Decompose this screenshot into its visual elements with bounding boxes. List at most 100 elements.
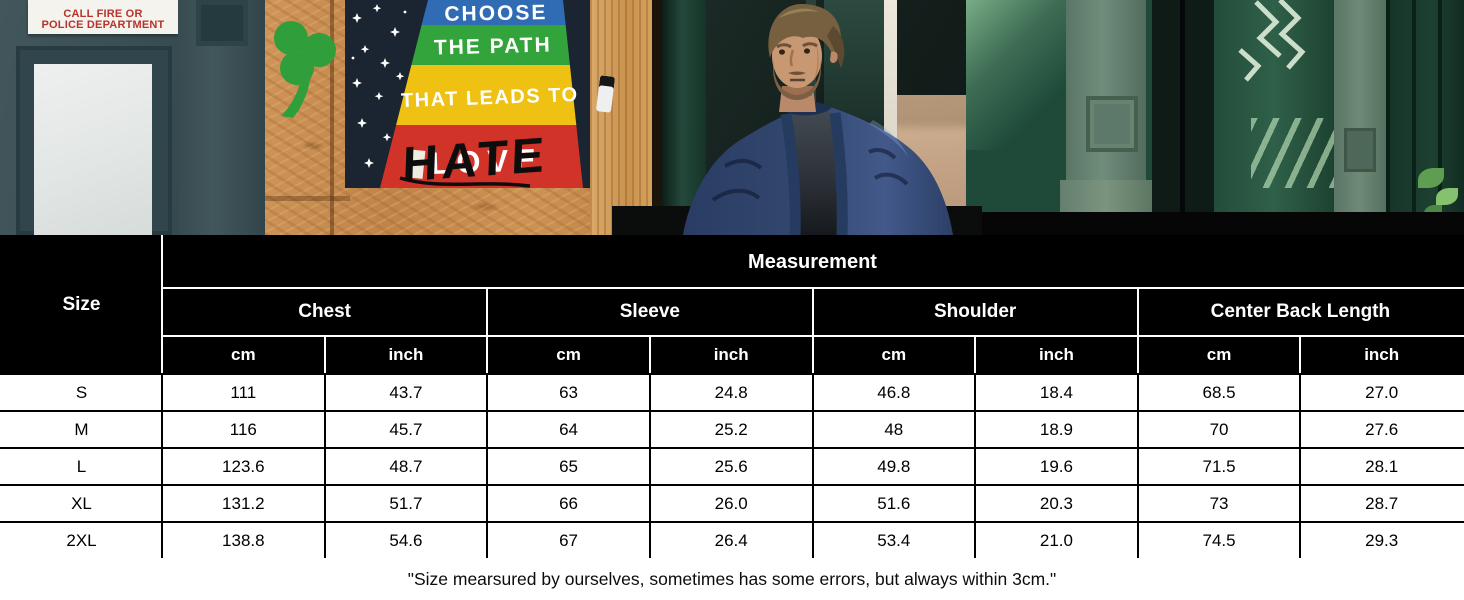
- plywood-seam: [265, 196, 350, 201]
- hair-highlight: [779, 8, 819, 18]
- table-row-m: M 116 45.7 64 25.2 48 18.9 70 27.6: [0, 410, 1464, 449]
- value-cell: 68.5: [1136, 373, 1302, 412]
- measurement-header: Measurement: [161, 235, 1464, 289]
- table-row-2xl: 2XL 138.8 54.6 67 26.4 53.4 21.0 74.5 29…: [0, 521, 1464, 560]
- value-cell: 54.6: [323, 521, 489, 560]
- plywood-beam: [590, 0, 660, 235]
- size-label: M: [0, 410, 163, 449]
- window-mullion: [1180, 0, 1185, 235]
- measurement-disclaimer: "Size mearsured by ourselves, sometimes …: [0, 558, 1464, 600]
- plywood-seam: [330, 0, 334, 235]
- value-cell: 48: [811, 410, 977, 449]
- diagonal-light-streaks: [1251, 118, 1334, 188]
- light-dapples: [1238, 0, 1306, 82]
- value-cell: 123.6: [161, 447, 326, 486]
- jacket-zipper-edge: [829, 112, 848, 235]
- unit-cm: cm: [161, 335, 326, 375]
- value-cell: 71.5: [1136, 447, 1302, 486]
- value-cell: 131.2: [161, 484, 326, 523]
- ear: [830, 51, 838, 63]
- size-label: 2XL: [0, 521, 163, 560]
- mural-graffiti-hate: HATE: [402, 128, 549, 188]
- value-cell: 18.4: [974, 373, 1139, 412]
- unit-inch: inch: [1299, 335, 1464, 375]
- value-cell: 28.7: [1299, 484, 1464, 523]
- stone-pilaster: [1334, 0, 1386, 235]
- size-label: XL: [0, 484, 163, 523]
- value-cell: 63: [486, 373, 651, 412]
- value-cell: 18.9: [974, 410, 1139, 449]
- mural-band-red: [380, 125, 583, 188]
- unit-inch: inch: [974, 335, 1139, 375]
- value-cell: 48.7: [323, 447, 489, 486]
- size-measurement-table: Size Measurement Chest Sleeve Shoulder C…: [0, 235, 1464, 560]
- hair: [768, 4, 842, 60]
- notice-board-panel: [34, 64, 152, 235]
- mural-text-love: LOVE: [430, 142, 544, 181]
- value-cell: 65: [486, 447, 651, 486]
- table-row-xl: XL 131.2 51.7 66 26.0 51.6 20.3 73 28.7: [0, 484, 1464, 523]
- value-cell: 49.8: [811, 447, 977, 486]
- value-cell: 70: [1136, 410, 1302, 449]
- mural-text-choose: CHOOSE: [444, 1, 547, 26]
- value-cell: 25.6: [648, 447, 814, 486]
- value-cell: 29.3: [1299, 521, 1464, 560]
- shoulder-highlight: [869, 120, 909, 158]
- unit-cm: cm: [486, 335, 651, 375]
- mural-band-yellow: [396, 65, 577, 125]
- dappled-column: [1214, 0, 1334, 235]
- fire-department-sign: CALL FIRE OR POLICE DEPARTMENT: [28, 0, 178, 34]
- graffiti-scribble: [399, 176, 531, 188]
- fire-sign-line2: POLICE DEPARTMENT: [41, 19, 165, 31]
- value-cell: 25.2: [648, 410, 814, 449]
- mural-band-blue: [421, 0, 566, 25]
- face-shading: [813, 36, 819, 82]
- size-label: S: [0, 373, 163, 412]
- value-cell: 19.6: [974, 447, 1139, 486]
- value-cell: 27.6: [1299, 410, 1464, 449]
- leaf: [1418, 168, 1444, 188]
- pilaster-inset: [196, 0, 248, 46]
- sleeve-header: Sleeve: [486, 287, 814, 337]
- table-row-s: S 111 43.7 63 24.8 46.8 18.4 68.5 27.0: [0, 373, 1464, 412]
- mural-band-green: [411, 25, 570, 65]
- shoulder-header: Shoulder: [811, 287, 1139, 337]
- hero-photo: CALL FIRE OR POLICE DEPARTMENT: [0, 0, 1464, 235]
- hair-side: [827, 26, 845, 68]
- leaf: [1436, 188, 1458, 205]
- value-cell: 28.1: [1299, 447, 1464, 486]
- green-storefront: [966, 0, 1464, 235]
- size-label: L: [0, 447, 163, 486]
- value-cell: 51.7: [323, 484, 489, 523]
- black-railing: [966, 212, 1464, 235]
- mustache: [788, 71, 806, 75]
- rainbow-path-mural: CHOOSE THE PATH THAT LEADS TO LOVE HATE: [345, 0, 590, 188]
- unit-cm: cm: [1136, 335, 1302, 375]
- value-cell: 26.4: [648, 521, 814, 560]
- value-cell: 74.5: [1136, 521, 1302, 560]
- jacket-folds: [711, 148, 909, 202]
- wall-gap-shadow: [652, 0, 662, 235]
- pilaster-carving: [1086, 96, 1138, 152]
- unit-inch: inch: [648, 335, 814, 375]
- value-cell: 138.8: [161, 521, 326, 560]
- value-cell: 73: [1136, 484, 1302, 523]
- mural-text-the-path: THE PATH: [434, 33, 552, 59]
- notice-board-frame: [16, 46, 172, 235]
- unit-cm: cm: [811, 335, 977, 375]
- value-cell: 45.7: [323, 410, 489, 449]
- value-cell: 53.4: [811, 521, 977, 560]
- nose: [789, 49, 795, 67]
- value-cell: 24.8: [648, 373, 814, 412]
- value-cell: 66: [486, 484, 651, 523]
- value-cell: 51.6: [811, 484, 977, 523]
- value-cell: 21.0: [974, 521, 1139, 560]
- shamrock-painting: [274, 21, 336, 118]
- unit-inch: inch: [323, 335, 489, 375]
- value-cell: 64: [486, 410, 651, 449]
- center-back-length-header: Center Back Length: [1136, 287, 1464, 337]
- chest-header: Chest: [160, 287, 489, 337]
- value-cell: 67: [486, 521, 651, 560]
- eyes: [776, 42, 818, 55]
